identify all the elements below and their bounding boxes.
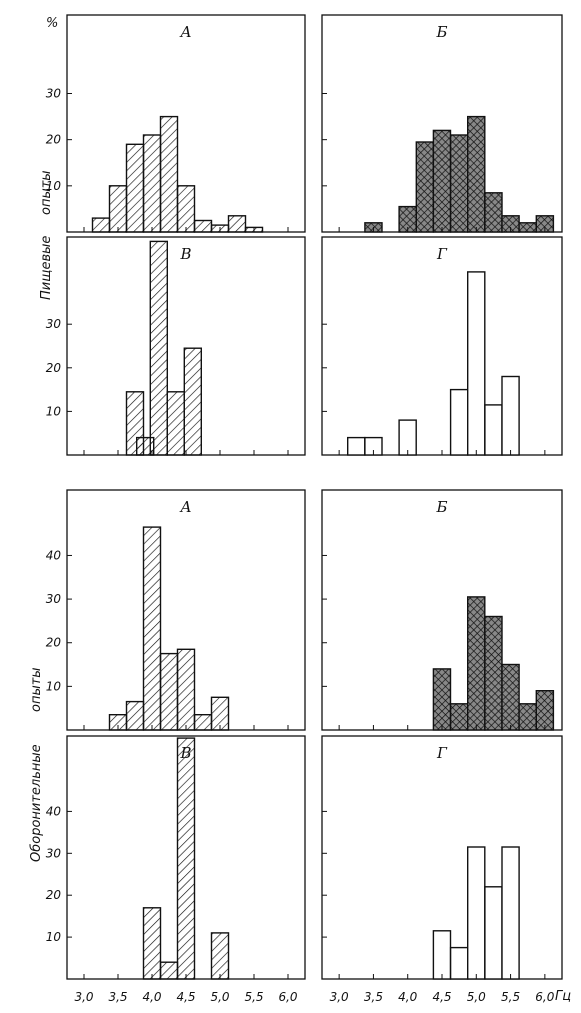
panel-8: Г 3,0 3,5 4,0 4,5 5,0 5,5 6,0 bbox=[321, 735, 563, 1004]
histogram-bar bbox=[467, 271, 486, 456]
x-tick-label: 3,0 bbox=[74, 990, 93, 1004]
histogram-bar bbox=[467, 596, 486, 731]
histogram-bar bbox=[176, 185, 196, 233]
histogram-bar bbox=[535, 690, 555, 731]
x-tick-label: 6,0 bbox=[535, 990, 554, 1004]
panel-letter: Б bbox=[435, 23, 447, 41]
panel-7: В102030403,03,54,04,55,05,56,0 bbox=[46, 735, 306, 1004]
histogram-bar bbox=[501, 375, 520, 456]
group-label-feeding-line1: Пищевые bbox=[39, 236, 54, 300]
group-label-defensive-line2: опыты bbox=[29, 667, 44, 712]
panel-letter: А bbox=[179, 23, 191, 41]
panels-layer: А 10 20 30 Б В 10 20 30 Г А 10 20 30 40 Б В 10 20 30 40 3,0 3,… bbox=[46, 14, 563, 1004]
y-tick-label: 30 bbox=[46, 846, 62, 860]
histogram-bar bbox=[449, 134, 469, 233]
histogram-bar bbox=[210, 932, 230, 980]
histogram-bar bbox=[467, 846, 486, 980]
x-tick-label: 4,0 bbox=[398, 990, 417, 1004]
x-tick-label: 4,0 bbox=[142, 990, 161, 1004]
histogram-bar bbox=[449, 703, 469, 731]
histogram-bar bbox=[142, 907, 162, 980]
histogram-bar bbox=[149, 240, 169, 456]
histogram-bar bbox=[449, 388, 469, 456]
histogram-bar bbox=[193, 714, 213, 731]
histogram-bar bbox=[484, 192, 503, 233]
histogram-bar bbox=[467, 115, 486, 233]
panel-3: В 10 20 30 bbox=[46, 236, 306, 456]
histogram-bar bbox=[432, 129, 452, 233]
group-label-defensive-line1: Оборонительные bbox=[29, 744, 44, 862]
histogram-bar bbox=[398, 419, 417, 456]
panel-6: Б bbox=[321, 489, 563, 731]
y-tick-label: 10 bbox=[46, 179, 62, 193]
panel-1: А 10 20 30 bbox=[46, 14, 306, 233]
y-tick-label: 30 bbox=[46, 592, 62, 606]
histogram-bar bbox=[159, 961, 179, 980]
histogram-bar bbox=[227, 215, 247, 233]
panel-4: Г bbox=[321, 236, 563, 456]
histogram-bar bbox=[432, 668, 452, 731]
x-tick-label: 5,0 bbox=[210, 990, 229, 1004]
panel-letter: А bbox=[179, 498, 191, 516]
histogram-bar bbox=[91, 217, 111, 233]
x-tick-label: 3,5 bbox=[364, 990, 383, 1004]
percent-label: % bbox=[46, 16, 58, 31]
panel-5: А 10 20 30 40 bbox=[46, 489, 306, 731]
histogram-bar bbox=[449, 946, 469, 980]
y-tick-label: 30 bbox=[46, 86, 62, 100]
y-tick-label: 10 bbox=[46, 404, 62, 418]
histogram-bar bbox=[484, 886, 503, 980]
histogram-bar bbox=[108, 185, 128, 233]
panel-frame bbox=[321, 236, 563, 456]
panel-letter: Г bbox=[436, 744, 448, 762]
panel-2: Б bbox=[321, 14, 563, 233]
histogram-bar bbox=[159, 115, 179, 233]
histogram-bar bbox=[142, 134, 162, 233]
y-tick-label: 40 bbox=[46, 804, 62, 818]
unit-label: Гц bbox=[555, 989, 571, 1004]
y-tick-label: 10 bbox=[46, 930, 62, 944]
y-tick-label: 20 bbox=[46, 888, 62, 902]
y-tick-label: 20 bbox=[46, 361, 62, 375]
panel-letter: Г bbox=[436, 245, 448, 263]
y-tick-label: 20 bbox=[46, 636, 62, 650]
histogram-bar bbox=[166, 391, 186, 456]
histogram-bar bbox=[518, 222, 537, 233]
histogram-bar bbox=[159, 652, 179, 731]
histogram-bar bbox=[484, 404, 503, 456]
histogram-bar bbox=[484, 615, 503, 731]
x-tick-label: 6,0 bbox=[278, 990, 297, 1004]
histogram-bar bbox=[501, 663, 520, 731]
x-tick-label: 5,0 bbox=[467, 990, 486, 1004]
histogram-bar bbox=[193, 219, 213, 233]
histogram-bar bbox=[501, 846, 520, 980]
x-tick-label: 5,5 bbox=[501, 990, 520, 1004]
panel-letter: В bbox=[179, 245, 191, 263]
group-label-feeding-line2: опыты bbox=[39, 170, 54, 215]
y-tick-label: 20 bbox=[46, 133, 62, 147]
histogram-bar bbox=[125, 143, 145, 233]
histogram-bar bbox=[142, 526, 162, 731]
histogram-bar bbox=[415, 141, 435, 233]
x-tick-label: 4,5 bbox=[432, 990, 451, 1004]
histogram-bar bbox=[125, 700, 145, 731]
x-tick-label: 4,5 bbox=[176, 990, 195, 1004]
y-tick-label: 40 bbox=[46, 548, 62, 562]
histogram-bar bbox=[518, 703, 537, 731]
histogram-bar bbox=[176, 737, 196, 980]
x-tick-label: 5,5 bbox=[244, 990, 263, 1004]
histogram-bar bbox=[432, 930, 452, 980]
histogram-bar bbox=[183, 347, 203, 456]
histogram-bar bbox=[176, 648, 196, 731]
y-tick-label: 10 bbox=[46, 679, 62, 693]
x-tick-label: 3,0 bbox=[330, 990, 349, 1004]
x-tick-label: 3,5 bbox=[108, 990, 127, 1004]
histogram-bar bbox=[347, 436, 366, 456]
panel-letter: Б bbox=[435, 498, 447, 516]
y-tick-label: 30 bbox=[46, 317, 62, 331]
